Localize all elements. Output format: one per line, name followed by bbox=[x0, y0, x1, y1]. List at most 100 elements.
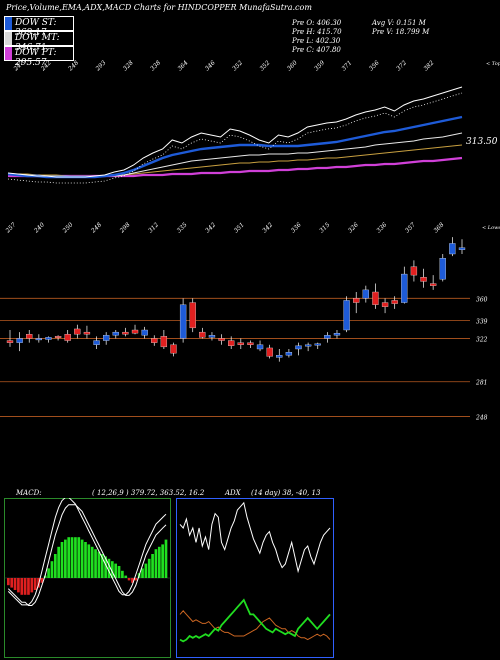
macd-histogram-bar bbox=[134, 578, 138, 581]
ema-x-tick: 364 bbox=[176, 59, 189, 72]
macd-histogram-bar bbox=[30, 578, 34, 593]
candle-body bbox=[122, 331, 129, 335]
candle-body bbox=[324, 335, 331, 339]
price-x-tick: 298 bbox=[118, 221, 132, 235]
ema-x-tick: 371 bbox=[340, 59, 353, 72]
candle-body bbox=[314, 343, 321, 346]
legend-dow-pt: DOW PT: 295.57 bbox=[4, 46, 74, 68]
adx-frame bbox=[176, 498, 334, 658]
macd-histogram-bar bbox=[67, 537, 71, 578]
ema-x-tick: 247 bbox=[12, 59, 26, 73]
macd-histogram-bar bbox=[124, 575, 128, 578]
macd-histogram-bar bbox=[104, 556, 107, 578]
candle-body bbox=[208, 335, 216, 338]
ema-dotted-line bbox=[7, 92, 463, 184]
macd-histogram-bar bbox=[57, 546, 60, 578]
macd-histogram-bar bbox=[110, 561, 114, 578]
macd-histogram-bar bbox=[53, 554, 57, 578]
ema-series-2 bbox=[8, 132, 463, 178]
candle-body bbox=[391, 300, 398, 304]
macd-histogram-bar bbox=[107, 558, 111, 578]
macd-signal-line bbox=[7, 504, 167, 606]
candle-body bbox=[189, 302, 196, 329]
macd-histogram-bar bbox=[117, 566, 121, 578]
macd-histogram-bar bbox=[60, 542, 64, 578]
candle-body bbox=[429, 283, 437, 286]
stat-pre-low: Pre L: 402.30 bbox=[292, 37, 341, 45]
macd-histogram-bar bbox=[74, 537, 77, 578]
macd-histogram-bar bbox=[64, 539, 67, 578]
macd-histogram-bar bbox=[121, 570, 124, 578]
ema-x-tick: 359 bbox=[313, 59, 326, 72]
price-x-tick: 250 bbox=[61, 221, 75, 235]
ema-right-label: < Topo bbox=[486, 61, 500, 67]
legend-dow-mt: DOW MT: 346.71 bbox=[4, 31, 74, 53]
candle-body bbox=[54, 336, 62, 338]
candle-body bbox=[35, 338, 43, 341]
ema-x-tick: 372 bbox=[395, 59, 408, 72]
macd-histogram-bar bbox=[10, 578, 14, 588]
macd-histogram-bar bbox=[94, 549, 97, 578]
adx-title: ADX bbox=[225, 489, 241, 497]
candle-body bbox=[160, 336, 168, 348]
adx-series-1 bbox=[179, 598, 331, 643]
macd-histogram-bar bbox=[80, 539, 84, 578]
macd-histogram-bar bbox=[7, 578, 10, 586]
price-x-tick: 336 bbox=[290, 221, 303, 234]
candle-body bbox=[228, 340, 235, 346]
price-x-tick: 315 bbox=[318, 221, 331, 234]
macd-histogram-bar bbox=[161, 544, 164, 578]
ema-series-1 bbox=[7, 115, 463, 179]
ema-x-tick: 352 bbox=[231, 59, 244, 72]
candle-body bbox=[247, 342, 254, 345]
legend-swatch-mt bbox=[5, 32, 12, 45]
candle-body bbox=[93, 340, 100, 345]
legend-dow-st: DOW ST: 369.17 bbox=[4, 16, 74, 38]
ema-x-tick: 360 bbox=[286, 59, 299, 72]
price-chart: 360 339 322 281 248 257 240 250 248 298 312 335 342 3… bbox=[0, 221, 500, 422]
candle-body bbox=[26, 334, 33, 339]
macd-histogram-bar bbox=[47, 568, 50, 578]
price-x-tick: 342 bbox=[204, 221, 217, 234]
candle-body bbox=[420, 277, 427, 282]
macd-histogram-bar bbox=[131, 578, 134, 583]
macd-histogram-bar bbox=[100, 554, 104, 578]
candle-body bbox=[439, 258, 446, 280]
macd-histogram-bar bbox=[13, 578, 17, 590]
ema-x-tick: 248 bbox=[66, 59, 80, 73]
price-level-label: 322 bbox=[476, 336, 488, 343]
price-x-tick: 248 bbox=[89, 221, 103, 235]
macd-histogram-bar bbox=[84, 542, 87, 578]
price-x-tick: 326 bbox=[347, 221, 360, 234]
candle-body bbox=[151, 338, 158, 343]
ema-x-tick: 328 bbox=[122, 59, 135, 72]
price-x-tick: 357 bbox=[404, 221, 417, 234]
macd-line bbox=[7, 498, 167, 606]
candle-body bbox=[45, 337, 52, 340]
candle-body bbox=[381, 302, 389, 307]
macd-histogram-bar bbox=[17, 578, 20, 593]
ema-last-value: 313.50 bbox=[466, 137, 498, 147]
macd-histogram-bar bbox=[23, 578, 27, 595]
ema-x-tick: 293 bbox=[94, 59, 108, 73]
ema-x-tick: 352 bbox=[258, 59, 271, 72]
price-x-tick: 368 bbox=[432, 221, 445, 234]
candle-body bbox=[276, 355, 283, 358]
candle-body bbox=[410, 266, 418, 276]
macd-histogram-bar bbox=[154, 549, 158, 578]
candle-body bbox=[343, 300, 350, 331]
candle-body bbox=[362, 289, 369, 299]
candle-body bbox=[458, 247, 466, 250]
candle-body bbox=[449, 243, 456, 255]
price-level-label: 248 bbox=[475, 415, 488, 422]
candle-body bbox=[64, 334, 71, 341]
legend-label-mt: DOW MT: 346.71 bbox=[15, 33, 60, 53]
macd-title: MACD: bbox=[16, 489, 42, 497]
candle-body bbox=[179, 304, 187, 339]
macd-histogram-bar bbox=[141, 568, 144, 578]
macd-chart bbox=[4, 498, 171, 658]
candle-body bbox=[199, 331, 206, 338]
candle-body bbox=[266, 347, 273, 357]
candle-body bbox=[16, 338, 23, 343]
macd-histogram-bar bbox=[33, 578, 37, 590]
